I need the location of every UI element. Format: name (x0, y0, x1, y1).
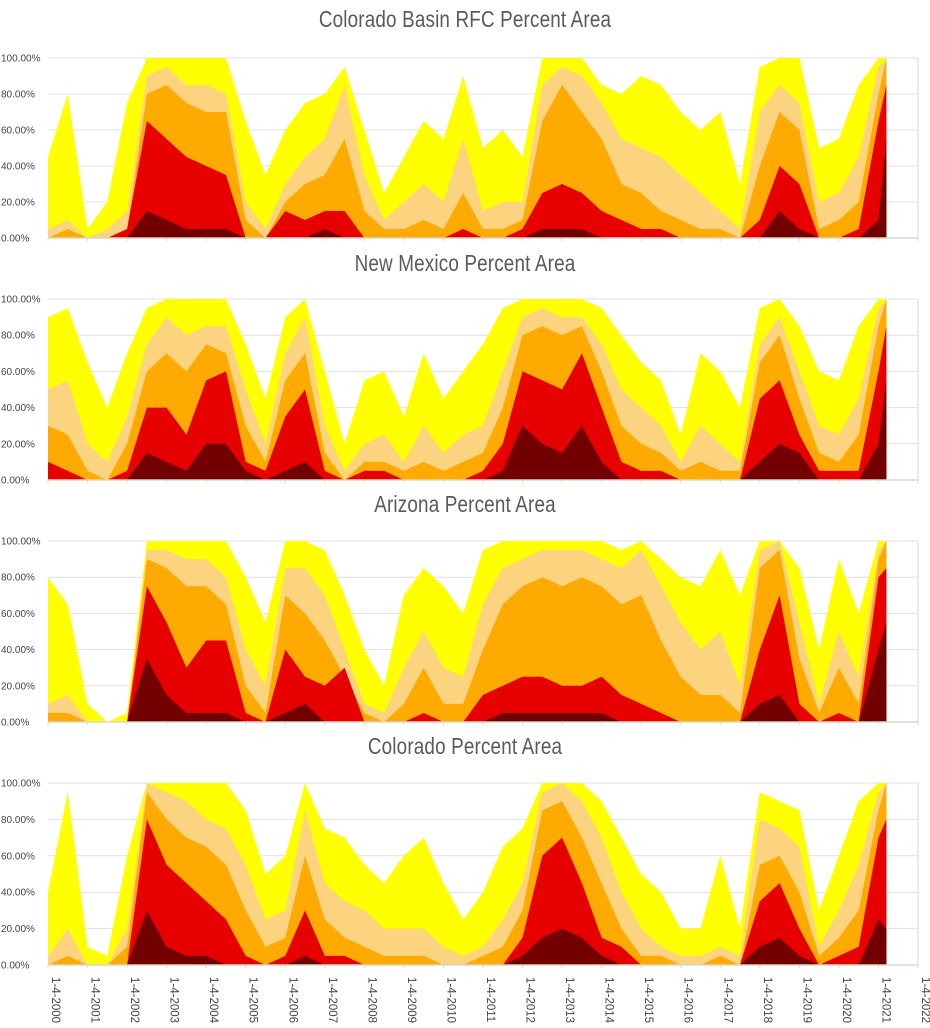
x-tick-label: 1-4-2006 (286, 977, 298, 1023)
area-d1 (48, 299, 887, 480)
area-d1 (48, 58, 887, 238)
x-tick-label: 1-4-2021 (879, 977, 891, 1023)
y-tick-label: 100.00% (1, 54, 41, 65)
x-tick-label: 1-4-2014 (603, 977, 615, 1024)
y-tick-label: 20.00% (1, 681, 35, 692)
area-d3 (48, 819, 887, 965)
x-tick-label: 1-4-2018 (761, 977, 773, 1023)
y-tick-label: 40.00% (1, 645, 35, 656)
x-tick-label: 1-4-2015 (642, 977, 654, 1023)
y-tick-label: 80.00% (1, 573, 35, 584)
area-d2 (48, 541, 887, 722)
area-d4 (48, 622, 887, 722)
y-tick-label: 0.00% (1, 718, 29, 729)
x-tick-label: 1-4-2011 (484, 977, 496, 1022)
x-tick-label: 1-4-2012 (524, 977, 536, 1023)
y-tick-label: 60.00% (1, 851, 35, 862)
y-tick-label: 40.00% (1, 162, 35, 173)
area-d4 (48, 910, 887, 965)
area-d3 (48, 85, 887, 238)
x-tick-label: 1-4-2007 (326, 977, 338, 1023)
x-tick-label: 1-4-2020 (840, 977, 852, 1023)
chart-panel-3: 100.00% 80.00% 60.00% 40.00% 20.00% 0.00% (1, 779, 919, 972)
y-tick-label: 0.00% (1, 476, 29, 487)
y-tick-label: 0.00% (1, 961, 29, 972)
y-tick-label: 40.00% (1, 888, 35, 899)
x-tick-label: 1-4-2019 (800, 977, 812, 1023)
x-tick-label: 1-4-2009 (405, 977, 417, 1023)
y-tick-label: 0.00% (1, 234, 29, 245)
y-tick-label: 20.00% (1, 198, 35, 209)
chart-title-arizona: Arizona Percent Area (374, 491, 556, 517)
area-d3 (48, 568, 887, 722)
chart-panel-1: 100.00% 80.00% 60.00% 40.00% 20.00% 0.00% (1, 295, 919, 487)
y-tick-label: 60.00% (1, 126, 35, 137)
x-tick-label: 1-4-2010 (444, 977, 456, 1023)
chart-title-colorado-basin: Colorado Basin RFC Percent Area (318, 6, 612, 32)
y-tick-label: 80.00% (1, 815, 35, 826)
chart-title-new-mexico: New Mexico Percent Area (354, 250, 576, 276)
y-tick-label: 100.00% (1, 295, 41, 306)
y-tick-label: 80.00% (1, 90, 35, 101)
chart-panel-2: 100.00% 80.00% 60.00% 40.00% 20.00% 0.00% (1, 537, 919, 729)
x-tick-label: 1-4-2013 (563, 977, 575, 1023)
x-tick-label: 1-4-2016 (682, 977, 694, 1023)
x-tick-label: 1-4-2001 (89, 977, 101, 1023)
x-tick-label: 1-4-2017 (721, 977, 733, 1023)
y-tick-label: 60.00% (1, 609, 35, 620)
x-tick-label: 1-4-2002 (128, 977, 140, 1023)
x-tick-label: 1-4-2022 (919, 977, 930, 1023)
x-tick-label: 1-4-2005 (247, 977, 259, 1023)
y-tick-label: 20.00% (1, 439, 35, 450)
y-tick-label: 20.00% (1, 924, 35, 935)
chart-panel-0: 100.00% 80.00% 60.00% 40.00% 20.00% 0.00% (1, 54, 919, 245)
chart-title-colorado: Colorado Percent Area (367, 733, 563, 759)
y-tick-label: 60.00% (1, 367, 35, 378)
x-tick-label: 1-4-2008 (365, 977, 377, 1023)
x-tick-label: 1-4-2003 (168, 977, 180, 1023)
x-tick-label: 1-4-2000 (49, 977, 61, 1023)
y-tick-label: 40.00% (1, 403, 35, 414)
area-d1 (48, 783, 887, 965)
y-tick-label: 100.00% (1, 779, 41, 790)
area-d4 (48, 380, 887, 480)
x-tick-label: 1-4-2004 (207, 977, 219, 1024)
y-tick-label: 80.00% (1, 331, 35, 342)
y-tick-label: 100.00% (1, 537, 41, 548)
